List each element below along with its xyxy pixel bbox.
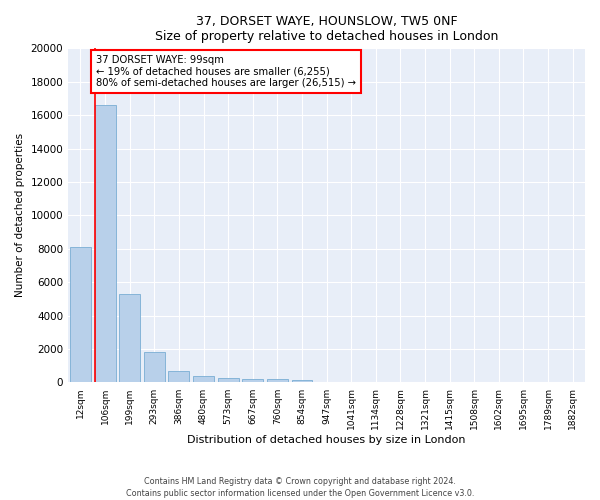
Bar	[218, 378, 239, 382]
Bar	[267, 380, 288, 382]
Bar	[70, 247, 91, 382]
Bar	[193, 376, 214, 382]
Bar	[95, 105, 116, 382]
Text: 37 DORSET WAYE: 99sqm
← 19% of detached houses are smaller (6,255)
80% of semi-d: 37 DORSET WAYE: 99sqm ← 19% of detached …	[96, 55, 356, 88]
Title: 37, DORSET WAYE, HOUNSLOW, TW5 0NF
Size of property relative to detached houses : 37, DORSET WAYE, HOUNSLOW, TW5 0NF Size …	[155, 15, 498, 43]
Bar	[169, 371, 190, 382]
Bar	[119, 294, 140, 382]
Y-axis label: Number of detached properties: Number of detached properties	[15, 134, 25, 298]
Bar	[242, 379, 263, 382]
Bar	[144, 352, 165, 382]
Text: Contains HM Land Registry data © Crown copyright and database right 2024.
Contai: Contains HM Land Registry data © Crown c…	[126, 476, 474, 498]
Bar	[292, 380, 313, 382]
X-axis label: Distribution of detached houses by size in London: Distribution of detached houses by size …	[187, 435, 466, 445]
